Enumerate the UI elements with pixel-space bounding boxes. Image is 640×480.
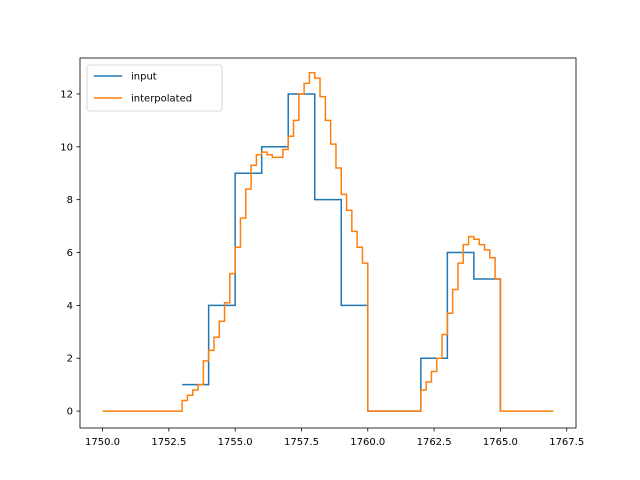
- x-axis: 1750.0 1752.5 1755.0 1757.5 1760.0 1762.5 1765…: [85, 428, 584, 448]
- x-tick-label: 1762.5: [417, 437, 452, 448]
- legend-label-interpolated: interpolated: [131, 94, 192, 105]
- x-tick-label: 1752.5: [151, 437, 186, 448]
- y-tick-label: 12: [60, 89, 73, 100]
- plot-lines: [102, 72, 554, 412]
- x-tick-label: 1757.5: [284, 437, 319, 448]
- x-tick-label: 1765.0: [483, 437, 518, 448]
- y-tick-label: 6: [67, 248, 73, 259]
- y-tick-label: 0: [67, 407, 73, 418]
- series-line-input: [182, 93, 502, 412]
- y-tick-label: 10: [60, 142, 73, 153]
- y-axis: 0 2 4 6 8 10 12: [60, 89, 80, 418]
- series-line-interpolated: [102, 72, 554, 412]
- legend-label-input: input: [131, 72, 157, 83]
- y-tick-label: 8: [67, 195, 73, 206]
- x-tick-label: 1750.0: [85, 437, 120, 448]
- x-tick-label: 1760.0: [350, 437, 385, 448]
- y-tick-label: 2: [67, 354, 73, 365]
- y-tick-label: 4: [67, 301, 73, 312]
- legend: input interpolated: [86, 64, 223, 112]
- x-tick-label: 1767.5: [549, 437, 584, 448]
- x-tick-label: 1755.0: [218, 437, 253, 448]
- axes-frame: [79, 57, 577, 429]
